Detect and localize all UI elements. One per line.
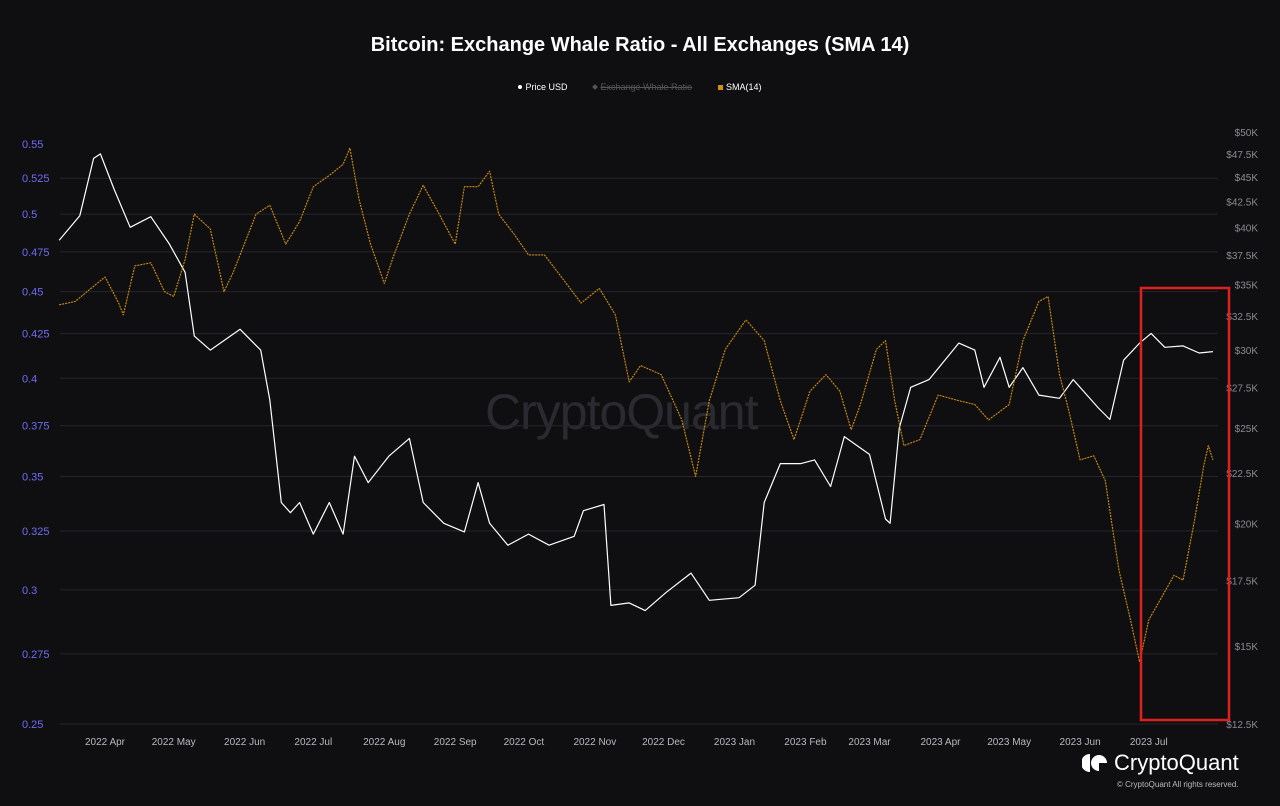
left-axis-tick: 0.55 <box>22 139 43 151</box>
right-axis-tick: $15K <box>1235 642 1259 653</box>
left-axis-tick: 0.4 <box>22 373 37 385</box>
x-axis-tick: 2022 Nov <box>573 737 616 748</box>
right-axis-tick: $35K <box>1235 280 1259 291</box>
circle-marker-icon <box>518 85 523 89</box>
right-axis-tick: $12.5K <box>1226 720 1258 731</box>
x-axis-tick: 2022 May <box>152 737 196 748</box>
x-axis-tick: 2022 Jun <box>224 737 265 748</box>
x-axis-tick: 2023 Jul <box>1130 737 1168 748</box>
chart-title: Bitcoin: Exchange Whale Ratio - All Exch… <box>370 34 910 56</box>
right-axis-tick: $30K <box>1235 346 1259 357</box>
right-axis-tick: $17.5K <box>1226 576 1258 587</box>
x-axis-tick: 2023 Feb <box>784 737 827 748</box>
left-axis-tick: 0.35 <box>22 471 43 483</box>
left-axis-tick: 0.375 <box>22 421 50 433</box>
square-marker-icon <box>718 84 724 90</box>
left-axis-tick: 0.3 <box>22 585 37 597</box>
highlight-box <box>1139 286 1231 722</box>
watermark: CryptoQuant <box>485 384 758 440</box>
left-axis-tick: 0.475 <box>22 247 50 259</box>
legend-label: SMA(14) <box>726 82 762 92</box>
price-usd-line <box>58 153 1213 612</box>
x-axis-tick: 2022 Sep <box>434 737 477 748</box>
right-axis-tick: $22.5K <box>1226 469 1258 480</box>
left-axis-tick: 0.325 <box>22 526 50 538</box>
x-axis-tick: 2022 Dec <box>642 737 685 748</box>
left-axis-tick: 0.5 <box>22 209 37 221</box>
cryptoquant-logo-icon <box>1082 754 1107 772</box>
x-axis-tick: 2022 Oct <box>504 737 545 748</box>
x-axis-tick: 2023 Jun <box>1060 737 1101 748</box>
x-axis-tick: 2022 Apr <box>85 737 126 748</box>
brand-logo: CryptoQuant <box>1082 750 1239 776</box>
x-axis-tick: 2022 Aug <box>363 737 405 748</box>
legend-item-price[interactable]: Price USD <box>518 82 567 92</box>
copyright: © CryptoQuant All rights reserved. <box>1117 780 1239 789</box>
right-axis-tick: $37.5K <box>1226 251 1258 262</box>
right-axis-tick: $25K <box>1235 424 1259 435</box>
x-axis-tick: 2023 Mar <box>848 737 891 748</box>
right-axis-tick: $20K <box>1235 519 1259 530</box>
left-axis-tick: 0.275 <box>22 649 50 661</box>
left-axis-tick: 0.525 <box>22 173 50 185</box>
x-axis-tick: 2023 May <box>987 737 1031 748</box>
left-axis-tick: 0.25 <box>22 719 43 731</box>
right-axis-tick: $42.5K <box>1226 197 1258 208</box>
x-axis-tick: 2022 Jul <box>294 737 332 748</box>
brand-name: CryptoQuant <box>1114 750 1239 775</box>
left-axis-tick: 0.425 <box>22 329 50 341</box>
x-axis-tick: 2023 Jan <box>714 737 755 748</box>
legend-label: Price USD <box>525 82 568 92</box>
legend-item-whale-ratio[interactable]: Exchange Whale Ratio <box>592 82 693 92</box>
left-axis-tick: 0.45 <box>22 287 43 299</box>
legend: Price USD Exchange Whale Ratio SMA(14) <box>0 82 1280 92</box>
right-axis-tick: $27.5K <box>1226 383 1258 394</box>
right-axis-tick: $47.5K <box>1226 150 1258 161</box>
legend-label: Exchange Whale Ratio <box>600 82 693 92</box>
right-axis-tick: $50K <box>1235 128 1259 139</box>
x-axis-tick: 2023 Apr <box>920 737 961 748</box>
right-axis-tick: $40K <box>1235 223 1259 234</box>
right-axis-tick: $32.5K <box>1226 312 1258 323</box>
right-axis-tick: $45K <box>1235 173 1259 184</box>
sma14-line <box>59 147 1214 663</box>
legend-item-sma[interactable]: SMA(14) <box>718 82 762 92</box>
